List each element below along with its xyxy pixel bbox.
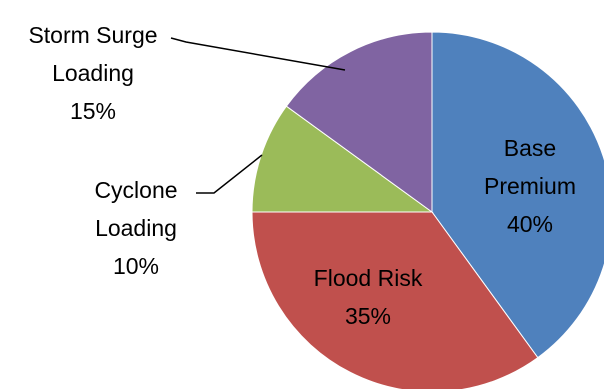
slice-label-1: Flood Risk 35% xyxy=(314,265,423,329)
slice-label-3-line-2: 15% xyxy=(70,98,116,124)
slice-label-3-line-0: Storm Surge xyxy=(28,22,157,48)
slice-label-1-line-1: 35% xyxy=(345,303,391,329)
slice-label-1-line-0: Flood Risk xyxy=(314,265,423,291)
pie-slice-0 xyxy=(431,31,604,359)
slice-label-3: Storm Surge Loading 15% xyxy=(28,22,157,124)
leader-line-2 xyxy=(196,154,263,194)
pie-slice-1 xyxy=(251,211,539,389)
slice-label-2-line-0: Cyclone xyxy=(94,177,177,203)
slice-label-0-line-0: Base xyxy=(504,135,556,161)
slice-label-3-line-1: Loading xyxy=(52,60,134,86)
slice-label-2-line-2: 10% xyxy=(113,253,159,279)
slice-label-0-line-1: Premium xyxy=(484,173,576,199)
slice-label-0-line-2: 40% xyxy=(507,211,553,237)
slice-label-0: Base Premium 40% xyxy=(484,135,576,237)
leader-line-3 xyxy=(170,37,346,71)
pie-slices xyxy=(251,31,604,389)
pie-slice-3 xyxy=(285,31,433,213)
slice-label-2-line-1: Loading xyxy=(95,215,177,241)
leader-lines xyxy=(170,37,346,194)
slice-labels: Base Premium 40% Flood Risk 35% Cyclone Loadin… xyxy=(28,22,576,329)
slice-label-2: Cyclone Loading 10% xyxy=(94,177,177,279)
